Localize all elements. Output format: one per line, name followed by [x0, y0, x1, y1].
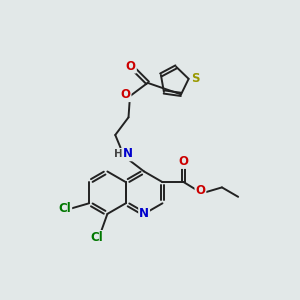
Text: N: N: [139, 207, 149, 220]
Text: N: N: [123, 147, 133, 160]
Text: Cl: Cl: [91, 231, 103, 244]
Text: S: S: [191, 72, 200, 85]
Text: Cl: Cl: [58, 202, 71, 215]
Text: O: O: [179, 155, 189, 168]
Text: O: O: [196, 184, 206, 197]
Text: O: O: [126, 60, 136, 73]
Text: H: H: [114, 149, 123, 159]
Text: O: O: [121, 88, 130, 101]
